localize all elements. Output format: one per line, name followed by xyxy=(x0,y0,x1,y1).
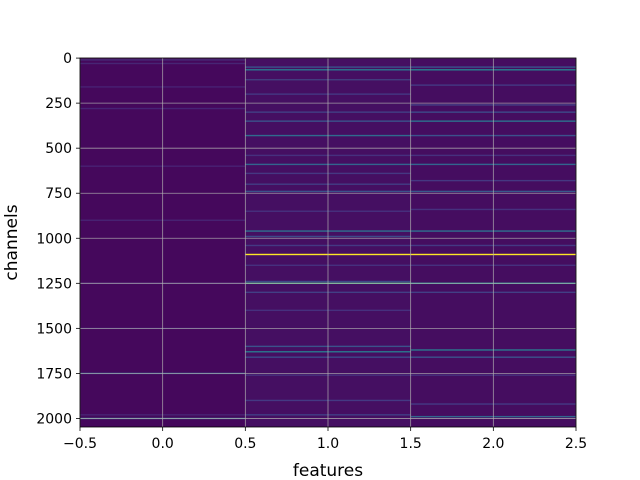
y-tick-label: 1500 xyxy=(36,321,72,337)
y-tick-label: 1750 xyxy=(36,366,72,382)
y-tick-label: 1000 xyxy=(36,231,72,247)
y-tick-label: 250 xyxy=(45,96,72,112)
x-tick-label: 1.5 xyxy=(400,436,422,452)
x-tick-label: 2.5 xyxy=(565,436,587,452)
x-tick-label: 1.0 xyxy=(317,436,339,452)
y-tick-label: 1250 xyxy=(36,276,72,292)
x-axis-label: features xyxy=(293,461,363,480)
y-tick-label: 2000 xyxy=(36,411,72,427)
y-axis-label: channels xyxy=(2,204,22,280)
x-tick-label: 0.5 xyxy=(234,436,256,452)
grid-lines xyxy=(79,57,577,427)
y-tick-label: 0 xyxy=(63,51,72,67)
y-tick-label: 750 xyxy=(45,186,72,202)
x-tick-label: 2.0 xyxy=(482,436,504,452)
x-tick-label: 0.0 xyxy=(152,436,174,452)
y-axis: 0 250 500 750 1000 1250 1500 1750 2000 xyxy=(36,51,80,427)
x-axis: −0.5 0.0 0.5 1.0 1.5 2.0 2.5 xyxy=(63,427,587,452)
x-tick-label: −0.5 xyxy=(63,436,97,452)
y-tick-label: 500 xyxy=(45,141,72,157)
